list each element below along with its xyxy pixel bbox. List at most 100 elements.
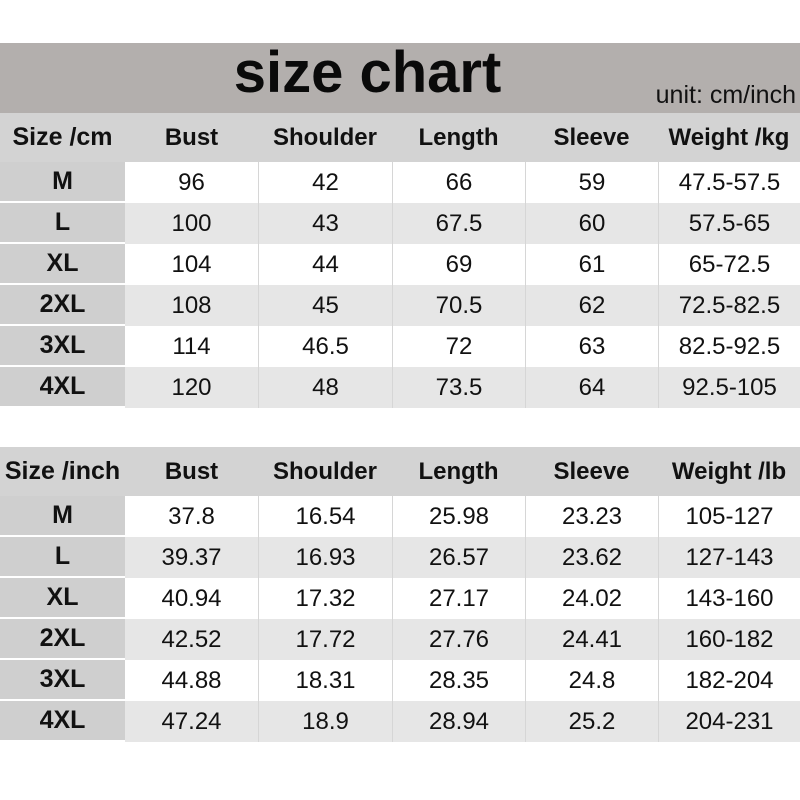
table-cell: 16.54 xyxy=(258,496,392,537)
table-cell: 57.5-65 xyxy=(658,203,800,244)
column-header: Bust xyxy=(164,123,219,151)
table-row: XL 104 44 69 61 65-72.5 xyxy=(0,244,800,285)
table-cell: 42 xyxy=(258,162,392,203)
table-cell: 62 xyxy=(525,285,658,326)
size-label: M xyxy=(0,162,125,203)
table-cell: 39.37 xyxy=(161,543,222,571)
table-cell: 64 xyxy=(525,367,658,408)
size-label: M xyxy=(0,496,125,537)
table-cell: 42.52 xyxy=(161,625,222,653)
table-cell: 65-72.5 xyxy=(658,244,800,285)
table-cell: 127-143 xyxy=(658,537,800,578)
table-cell: 18.31 xyxy=(258,660,392,701)
table-cell: 24.8 xyxy=(525,660,658,701)
table-row: 4XL 120 48 73.5 64 92.5-105 xyxy=(0,367,800,408)
table-cell: 47.5-57.5 xyxy=(658,162,800,203)
column-header: Weight /lb xyxy=(671,457,787,485)
table-cell: 18.9 xyxy=(258,701,392,742)
column-header: Shoulder xyxy=(272,457,377,485)
size-label: 3XL xyxy=(0,660,125,701)
column-header: Length xyxy=(418,457,499,485)
table-cell: 108 xyxy=(171,291,212,319)
column-header: Sleeve xyxy=(553,123,630,151)
table-row: 3XL 44.88 18.31 28.35 24.8 182-204 xyxy=(0,660,800,701)
table-cell: 23.23 xyxy=(525,496,658,537)
size-label: L xyxy=(0,537,125,578)
table-cell: 182-204 xyxy=(658,660,800,701)
table-cell: 72.5-82.5 xyxy=(658,285,800,326)
table-cell: 82.5-92.5 xyxy=(658,326,800,367)
table-cell: 61 xyxy=(525,244,658,285)
size-label: 2XL xyxy=(0,619,125,660)
table-cell: 143-160 xyxy=(658,578,800,619)
table-cell: 46.5 xyxy=(258,326,392,367)
page-title: size chart xyxy=(233,40,502,105)
table-header-row: Size /inch Bust Shoulder Length Sleeve Weight… xyxy=(0,447,800,496)
table-cell: 120 xyxy=(171,373,212,401)
size-label: 4XL xyxy=(0,701,125,742)
table-row: 3XL 114 46.5 72 63 82.5-92.5 xyxy=(0,326,800,367)
column-header: Size /cm xyxy=(12,123,113,151)
table-cell: 27.76 xyxy=(392,619,525,660)
table-row: 2XL 108 45 70.5 62 72.5-82.5 xyxy=(0,285,800,326)
table-row: M 37.8 16.54 25.98 23.23 105-127 xyxy=(0,496,800,537)
column-header: Weight /kg xyxy=(668,123,790,151)
column-header: Size /inch xyxy=(4,457,121,485)
table-row: L 39.37 16.93 26.57 23.62 127-143 xyxy=(0,537,800,578)
size-label: XL xyxy=(0,244,125,285)
table-cell: 37.8 xyxy=(168,502,215,530)
size-table-inch: Size /inch Bust Shoulder Length Sleeve Weight… xyxy=(0,447,800,742)
table-row: 4XL 47.24 18.9 28.94 25.2 204-231 xyxy=(0,701,800,742)
table-cell: 28.94 xyxy=(392,701,525,742)
table-cell: 16.93 xyxy=(258,537,392,578)
table-row: XL 40.94 17.32 27.17 24.02 143-160 xyxy=(0,578,800,619)
table-cell: 67.5 xyxy=(392,203,525,244)
table-cell: 24.02 xyxy=(525,578,658,619)
table-cell: 23.62 xyxy=(525,537,658,578)
table-cell: 17.32 xyxy=(258,578,392,619)
size-table-cm: Size /cm Bust Shoulder Length Sleeve Weight /… xyxy=(0,113,800,408)
table-cell: 47.24 xyxy=(161,707,222,735)
table-cell: 73.5 xyxy=(392,367,525,408)
table-cell: 60 xyxy=(525,203,658,244)
table-cell: 96 xyxy=(178,168,205,196)
table-cell: 66 xyxy=(392,162,525,203)
table-cell: 104 xyxy=(171,250,212,278)
column-header: Bust xyxy=(164,457,219,485)
table-cell: 44.88 xyxy=(161,666,222,694)
table-cell: 28.35 xyxy=(392,660,525,701)
table-cell: 72 xyxy=(392,326,525,367)
table-cell: 43 xyxy=(258,203,392,244)
column-header: Sleeve xyxy=(553,457,630,485)
table-cell: 63 xyxy=(525,326,658,367)
table-row: 2XL 42.52 17.72 27.76 24.41 160-182 xyxy=(0,619,800,660)
column-header: Length xyxy=(418,123,499,151)
table-row: M 96 42 66 59 47.5-57.5 xyxy=(0,162,800,203)
size-label: 4XL xyxy=(0,367,125,408)
table-cell: 48 xyxy=(258,367,392,408)
size-label: L xyxy=(0,203,125,244)
table-cell: 44 xyxy=(258,244,392,285)
table-row: L 100 43 67.5 60 57.5-65 xyxy=(0,203,800,244)
table-cell: 27.17 xyxy=(392,578,525,619)
size-label: 2XL xyxy=(0,285,125,326)
column-header: Shoulder xyxy=(272,123,377,151)
table-cell: 114 xyxy=(172,332,211,360)
table-cell: 160-182 xyxy=(658,619,800,660)
table-cell: 59 xyxy=(525,162,658,203)
size-label: 3XL xyxy=(0,326,125,367)
table-cell: 92.5-105 xyxy=(658,367,800,408)
table-cell: 25.98 xyxy=(392,496,525,537)
unit-label: unit: cm/inch xyxy=(655,81,796,109)
table-cell: 26.57 xyxy=(392,537,525,578)
table-cell: 70.5 xyxy=(392,285,525,326)
table-cell: 204-231 xyxy=(658,701,800,742)
title-bar: size chart unit: cm/inch xyxy=(0,40,800,113)
table-cell: 105-127 xyxy=(658,496,800,537)
table-header-row: Size /cm Bust Shoulder Length Sleeve Weight /… xyxy=(0,113,800,162)
table-cell: 69 xyxy=(392,244,525,285)
table-cell: 45 xyxy=(258,285,392,326)
table-cell: 25.2 xyxy=(525,701,658,742)
table-cell: 100 xyxy=(171,209,212,237)
size-label: XL xyxy=(0,578,125,619)
